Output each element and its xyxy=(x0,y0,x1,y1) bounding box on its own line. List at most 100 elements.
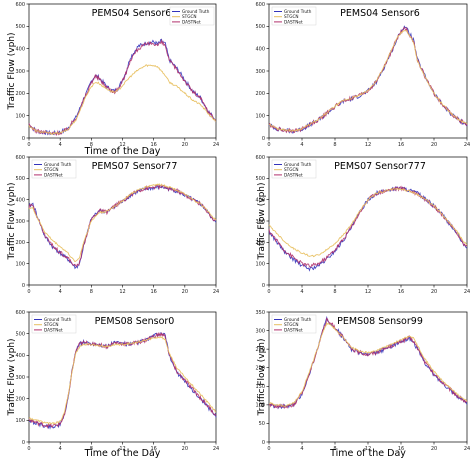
x-tick-label: 20 xyxy=(182,142,188,148)
y-tick-label: 100 xyxy=(15,418,25,424)
x-tick-label: 20 xyxy=(182,289,188,295)
x-tick-label: 8 xyxy=(333,142,336,148)
series-line-ground-truth xyxy=(268,315,468,410)
y-tick-label: 300 xyxy=(255,69,265,75)
x-tick-label: 0 xyxy=(267,446,270,452)
legend-label: STGCN xyxy=(44,167,59,172)
x-tick-label: 12 xyxy=(365,446,371,452)
x-tick-label: 8 xyxy=(90,142,93,148)
y-tick-label: 400 xyxy=(15,197,25,203)
y-axis-label: Traffic Flow (vph) xyxy=(257,182,267,260)
x-tick-label: 16 xyxy=(398,142,404,148)
chart-title: PEMS04 Sensor66 xyxy=(92,8,178,19)
legend-label: Ground Truth xyxy=(284,317,312,322)
legend-box xyxy=(271,6,317,26)
x-axis-label: Time of the Day xyxy=(84,448,161,459)
legend-label: Ground Truth xyxy=(284,162,312,167)
y-tick-label: 400 xyxy=(255,197,265,203)
series-line-stgcn xyxy=(28,183,217,263)
y-tick-label: 600 xyxy=(15,310,25,316)
x-tick-label: 8 xyxy=(333,446,336,452)
x-tick-label: 8 xyxy=(333,289,336,295)
y-tick-label: 300 xyxy=(15,69,25,75)
x-tick-label: 16 xyxy=(150,142,156,148)
x-tick-label: 20 xyxy=(431,289,437,295)
y-tick-label: 200 xyxy=(255,366,265,372)
legend-label: DASTNet xyxy=(284,327,303,332)
series-line-stgcn xyxy=(268,187,468,258)
y-tick-label: 200 xyxy=(255,240,265,246)
chart-panel-5: 0 4 8 12 16 20 24 0 100 200 300 400 500 600 PEMS08 Sen… xyxy=(7,310,219,459)
y-tick-label: 600 xyxy=(255,2,265,8)
x-tick-label: 24 xyxy=(213,446,219,452)
series-line-stgcn xyxy=(268,322,468,407)
chart-title: PEMS07 Sensor77 xyxy=(92,161,178,172)
plot-frame xyxy=(28,3,217,139)
plot-frame xyxy=(268,311,468,443)
plot-frame xyxy=(268,156,468,286)
y-tick-label: 200 xyxy=(15,396,25,402)
x-tick-label: 4 xyxy=(300,446,303,452)
chart-title: PEMS04 Sensor6 xyxy=(340,8,420,19)
x-tick-label: 0 xyxy=(27,142,30,148)
y-tick-label: 250 xyxy=(255,347,265,353)
y-tick-label: 500 xyxy=(15,176,25,182)
x-tick-label: 12 xyxy=(365,289,371,295)
x-tick-label: 16 xyxy=(150,289,156,295)
x-tick-label: 20 xyxy=(431,446,437,452)
y-tick-label: 0 xyxy=(22,136,25,142)
legend-label: Ground Truth xyxy=(44,317,72,322)
y-tick-label: 400 xyxy=(15,353,25,359)
y-tick-label: 200 xyxy=(15,91,25,97)
x-tick-label: 16 xyxy=(398,289,404,295)
y-tick-label: 150 xyxy=(255,384,265,390)
legend-label: Ground Truth xyxy=(284,9,312,14)
y-axis-label: Traffic Flow (vph) xyxy=(7,32,17,110)
series-line-stgcn xyxy=(268,29,468,133)
y-tick-label: 300 xyxy=(15,375,25,381)
y-tick-label: 0 xyxy=(22,440,25,446)
y-tick-label: 50 xyxy=(259,421,265,427)
y-tick-label: 100 xyxy=(15,113,25,119)
y-tick-label: 0 xyxy=(262,283,265,289)
x-tick-label: 0 xyxy=(27,446,30,452)
series-line-dastnet xyxy=(28,331,217,429)
y-tick-label: 300 xyxy=(255,328,265,334)
x-tick-label: 4 xyxy=(59,289,62,295)
series-line-dastnet xyxy=(268,185,468,268)
x-tick-label: 0 xyxy=(267,289,270,295)
y-tick-label: 100 xyxy=(15,261,25,267)
chart-panel-1: 0 4 8 12 16 20 24 0 100 200 300 400 500 600 PEMS04 Sen… xyxy=(7,2,219,157)
y-tick-label: 400 xyxy=(15,46,25,52)
y-tick-label: 0 xyxy=(262,136,265,142)
y-tick-label: 600 xyxy=(15,2,25,8)
x-axis-label: Time of the Day xyxy=(329,448,406,459)
y-tick-label: 0 xyxy=(22,283,25,289)
y-axis-label: Traffic Flow (vph) xyxy=(7,182,17,260)
legend-box xyxy=(31,314,77,334)
y-tick-label: 400 xyxy=(255,46,265,52)
series-line-stgcn xyxy=(28,336,217,425)
legend-label: STGCN xyxy=(284,322,299,327)
legend-box xyxy=(271,314,317,334)
legend-label: Ground Truth xyxy=(182,9,210,14)
legend-box xyxy=(169,6,215,26)
x-axis-label: Time of the Day xyxy=(84,146,161,157)
y-tick-label: 200 xyxy=(255,91,265,97)
y-tick-label: 300 xyxy=(255,219,265,225)
x-tick-label: 8 xyxy=(90,446,93,452)
x-tick-label: 8 xyxy=(90,289,93,295)
series-line-dastnet xyxy=(268,317,468,410)
y-tick-label: 500 xyxy=(15,331,25,337)
y-tick-label: 100 xyxy=(255,261,265,267)
legend-label: STGCN xyxy=(284,167,299,172)
x-tick-label: 24 xyxy=(213,289,219,295)
chart-title: PEMS08 Sensor99 xyxy=(337,316,423,327)
y-tick-label: 350 xyxy=(255,310,265,316)
y-tick-label: 300 xyxy=(15,219,25,225)
legend-box xyxy=(31,159,77,179)
chart-title: PEMS08 Sensor0 xyxy=(95,316,175,327)
y-tick-label: 500 xyxy=(15,24,25,30)
y-tick-label: 200 xyxy=(15,240,25,246)
